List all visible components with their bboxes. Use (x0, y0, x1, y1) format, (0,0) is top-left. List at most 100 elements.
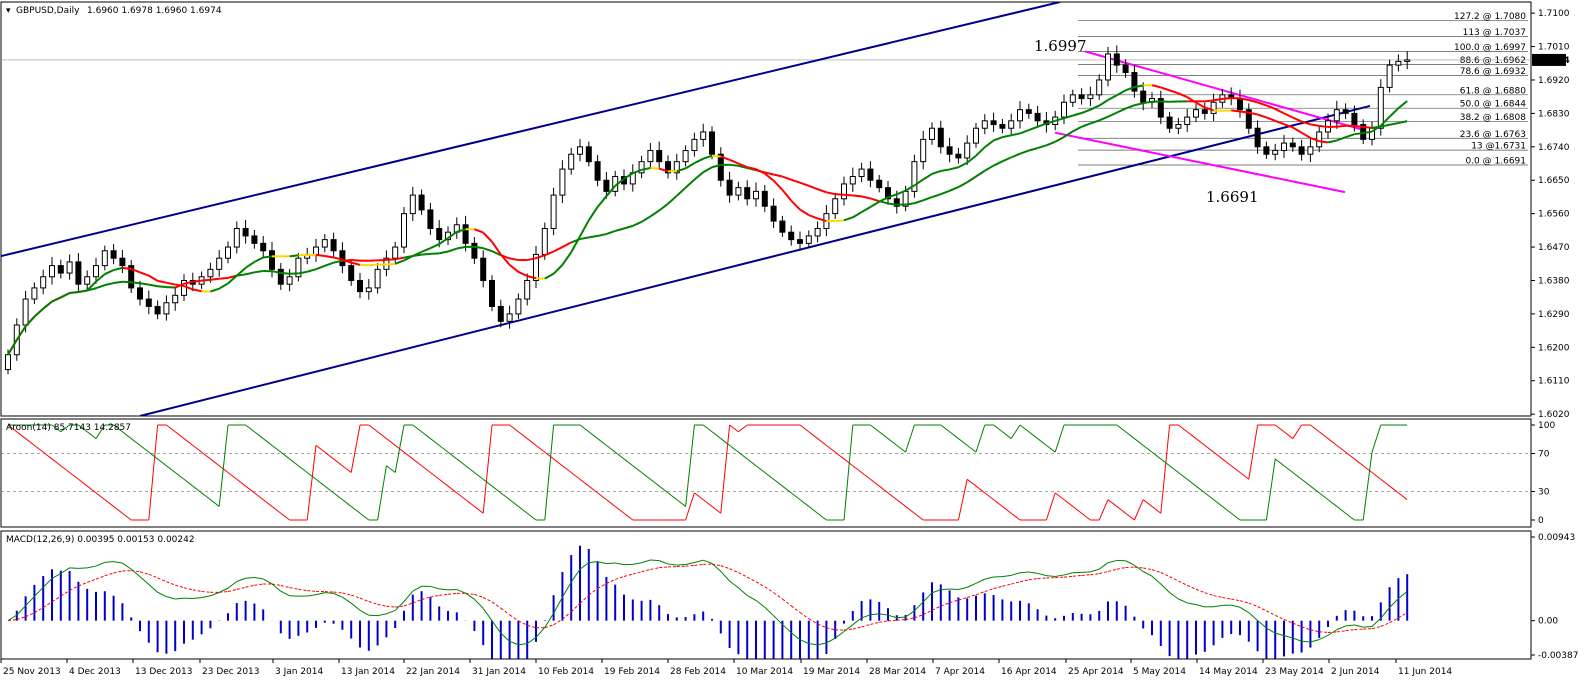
candle-bull (233, 227, 240, 248)
header-triangle-icon: ▾ (6, 6, 11, 16)
aroon-down-line (817, 438, 827, 446)
candle-bull (163, 302, 170, 315)
macd-main-line (1310, 639, 1320, 643)
macd-main-line (1239, 606, 1250, 614)
candle-bear (717, 153, 724, 181)
macd-main-line (1345, 624, 1355, 627)
aroon-up-line (623, 458, 634, 467)
ma-fast-line (1397, 100, 1408, 109)
candle-bull (66, 261, 73, 274)
ma-slow-line (386, 258, 396, 261)
macd-main-line (659, 560, 669, 565)
ma-slow-line (1292, 116, 1303, 123)
aroon-down-line (1354, 458, 1364, 467)
ma-fast-line (587, 206, 599, 221)
time-tick-label: 23 Dec 2013 (202, 667, 260, 677)
aroon-down-line (104, 499, 114, 507)
aroon-down-line (1063, 499, 1074, 507)
macd-main-line (201, 595, 211, 599)
macd-signal-line (465, 592, 475, 595)
ma-fast-line (1151, 84, 1162, 89)
macd-main-line (1081, 571, 1091, 573)
macd-signal-line (1143, 567, 1153, 571)
ma-slow-line (245, 271, 255, 276)
ma-slow-line (395, 256, 405, 261)
ma-slow-line (949, 186, 959, 192)
macd-main-line (949, 588, 959, 590)
aroon-down-line (412, 458, 422, 467)
time-tick-label: 28 Feb 2014 (670, 667, 726, 677)
aroon-up-line (1134, 438, 1144, 446)
macd-main-line (465, 592, 475, 600)
ma-fast-line (1310, 136, 1320, 143)
candle-bull (313, 246, 319, 255)
macd-main-line (280, 590, 290, 597)
candle-bull (568, 153, 575, 170)
aroon-down-line (1283, 431, 1294, 439)
macd-signal-line (1319, 631, 1329, 633)
macd-main-line (667, 563, 677, 566)
aroon-up-line (1283, 465, 1294, 473)
candle-bear (1140, 90, 1147, 103)
ma-fast-line (799, 208, 810, 216)
ma-fast-line (368, 263, 378, 267)
aroon-down-line (896, 499, 906, 507)
macd-main-line (1336, 625, 1346, 631)
aroon-down-line (685, 492, 695, 521)
ma-slow-line (667, 195, 678, 205)
macd-main-line (834, 631, 845, 639)
macd-signal-line (975, 591, 985, 596)
macd-main-line (958, 586, 968, 590)
macd-main-line (333, 592, 343, 598)
macd-main-line (1098, 562, 1109, 570)
aroon-up-line (315, 478, 326, 487)
aroon-down-line (342, 465, 352, 473)
macd-signal-line (377, 603, 387, 607)
aroon-down-line (1213, 451, 1223, 460)
ma-fast-line (95, 273, 106, 283)
ma-fast-line (1283, 123, 1294, 129)
aroon-up-line (1019, 424, 1030, 433)
aroon-up-line (588, 431, 598, 439)
ma-fast-line (1134, 84, 1144, 89)
aroon-up-line (614, 451, 625, 460)
aroon-up-line (157, 458, 167, 467)
macd-signal-line (1134, 566, 1144, 569)
macd-main-line (1037, 572, 1047, 577)
macd-main-line (1178, 598, 1188, 604)
ma-fast-line (878, 196, 889, 203)
ma-fast-line (1116, 89, 1127, 97)
candle-bear (1289, 142, 1296, 148)
aroon-up-line (456, 458, 466, 467)
aroon-down-line (1239, 472, 1250, 480)
macd-signal-line (1213, 595, 1223, 599)
ma-fast-line (315, 253, 325, 257)
aroon-up-line (51, 424, 62, 433)
macd-signal-line (1186, 584, 1197, 590)
aroon-up-line (86, 431, 97, 439)
aroon-up-line (1265, 458, 1276, 521)
macd-main-line (350, 602, 361, 611)
ma-slow-line (1336, 124, 1346, 128)
aroon-up-line (905, 424, 915, 453)
aroon-down-line (597, 492, 607, 501)
ma-slow-line (148, 283, 158, 288)
ma-slow-line (1072, 125, 1083, 133)
fib-level-label: 38.2 @ 1.6808 (1460, 113, 1527, 123)
macd-signal-line (42, 601, 53, 609)
macd-main-line (526, 637, 537, 644)
aroon-up-line (658, 485, 669, 494)
candle-bull (577, 146, 583, 155)
candle-bull (700, 131, 707, 140)
aroon-down-line (852, 465, 862, 473)
ma-fast-line (482, 231, 493, 243)
annotation-high: 1.6997 (1034, 37, 1087, 55)
candle-bull (1008, 120, 1015, 129)
ma-fast-line (772, 179, 784, 191)
trend-line-upper (1, 2, 1061, 258)
ma-slow-line (351, 259, 361, 262)
macd-signal-line (227, 589, 237, 592)
ma-slow-line (1213, 97, 1223, 102)
macd-main-line (518, 643, 528, 646)
ma-fast-line (122, 266, 132, 270)
